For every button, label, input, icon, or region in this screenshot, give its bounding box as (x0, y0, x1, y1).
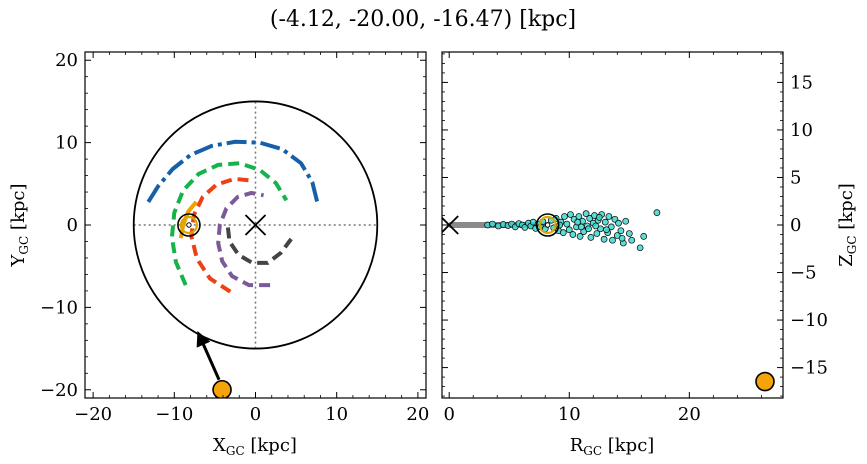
left-y-axis-label: YGC [kpc] (8, 184, 31, 268)
left-frame (84, 51, 427, 399)
y-tick-label: −5 (790, 263, 817, 284)
sun-dot (544, 222, 551, 228)
star-point (586, 214, 594, 222)
star-point (561, 213, 568, 220)
x-tick-label: 10 (325, 404, 348, 425)
star-point (585, 225, 592, 233)
star-point (622, 217, 630, 225)
y-tick-label: −15 (790, 358, 828, 379)
star-point (600, 235, 608, 243)
target-marker (212, 379, 232, 398)
star-point (576, 233, 584, 240)
star-point (601, 218, 609, 226)
star-point (628, 236, 636, 244)
star-point (609, 236, 616, 244)
x-tick-label: −10 (155, 404, 193, 425)
x-tick-label: 20 (406, 404, 429, 425)
star-point (607, 223, 615, 231)
star-point (582, 210, 590, 217)
star-point (593, 230, 601, 237)
sun-ring (538, 215, 557, 235)
star-point (489, 220, 496, 228)
y-tick-label: −20 (40, 380, 78, 401)
spiral-arm-2 (189, 176, 252, 294)
figure-title: (-4.12, -20.00, -16.47) [kpc] (270, 7, 576, 32)
star-point (617, 227, 625, 235)
right-plot-area (442, 209, 775, 392)
galactic-center-marker (244, 214, 267, 236)
x-tick-label: 20 (678, 404, 701, 425)
left-plot-area (132, 100, 379, 398)
spiral-arm-0 (146, 139, 320, 203)
x-tick-label: 10 (558, 404, 581, 425)
y-tick-label: 0 (67, 215, 78, 236)
left-axes: −20 −10 0 10 20 −20 −10 0 10 20 (40, 50, 429, 425)
star-point (605, 213, 613, 220)
star-point (625, 230, 633, 237)
left-panel: −20 −10 0 10 20 −20 −10 0 10 20 XGC [kpc] YGC [kp… (8, 50, 429, 458)
star-point (592, 222, 600, 230)
y-tick-label: 5 (790, 167, 801, 188)
star-point (556, 221, 564, 229)
star-point (587, 234, 595, 241)
x-tick-label: 0 (250, 404, 261, 425)
right-axes: 0 10 20 −15 −10 −5 0 5 10 15 (442, 52, 828, 425)
y-tick-label: 10 (790, 120, 813, 141)
star-point (595, 214, 603, 221)
y-tick-label: 15 (790, 72, 813, 93)
star-point (565, 226, 573, 234)
star-point (569, 231, 577, 238)
star-point (563, 220, 571, 228)
x-tick-label: −20 (74, 404, 112, 425)
right-x-axis-label: RGC [kpc] (570, 435, 655, 458)
target-marker (755, 371, 775, 392)
spiral-arm-4 (225, 227, 293, 265)
star-point (640, 233, 648, 240)
y-tick-label: 20 (55, 50, 78, 71)
sun-dot (186, 222, 192, 228)
sun-outer-ring (535, 213, 560, 237)
star-point (618, 234, 626, 242)
star-point (613, 232, 621, 239)
right-panel: 0 10 20 −15 −10 −5 0 5 10 15 RGC [kpc] ZGC [kpc] (441, 51, 859, 458)
left-x-axis-label: XGC [kpc] (213, 435, 297, 458)
right-y-axis-label: ZGC [kpc] (836, 183, 859, 267)
right-frame (441, 51, 784, 399)
spiral-arm-3 (216, 190, 271, 288)
disk-boundary-circle (132, 100, 379, 350)
sun-outer-ring (177, 213, 201, 237)
y-tick-label: −10 (40, 297, 78, 318)
x-tick-label: 0 (443, 404, 454, 425)
star-point (574, 218, 582, 226)
y-tick-label: 10 (55, 133, 78, 154)
sun-ring (179, 215, 199, 235)
star-point (615, 219, 622, 227)
star-point (559, 229, 567, 236)
star-point (567, 211, 574, 218)
y-tick-label: −10 (790, 310, 828, 331)
direction-arrow (196, 330, 221, 381)
galactic-center-marker (442, 215, 459, 235)
star-point (653, 209, 661, 216)
spiral-arm-1 (169, 161, 289, 286)
y-tick-label: 0 (790, 215, 801, 236)
star-point (636, 244, 644, 252)
star-point (603, 226, 610, 234)
star-point (577, 223, 585, 231)
